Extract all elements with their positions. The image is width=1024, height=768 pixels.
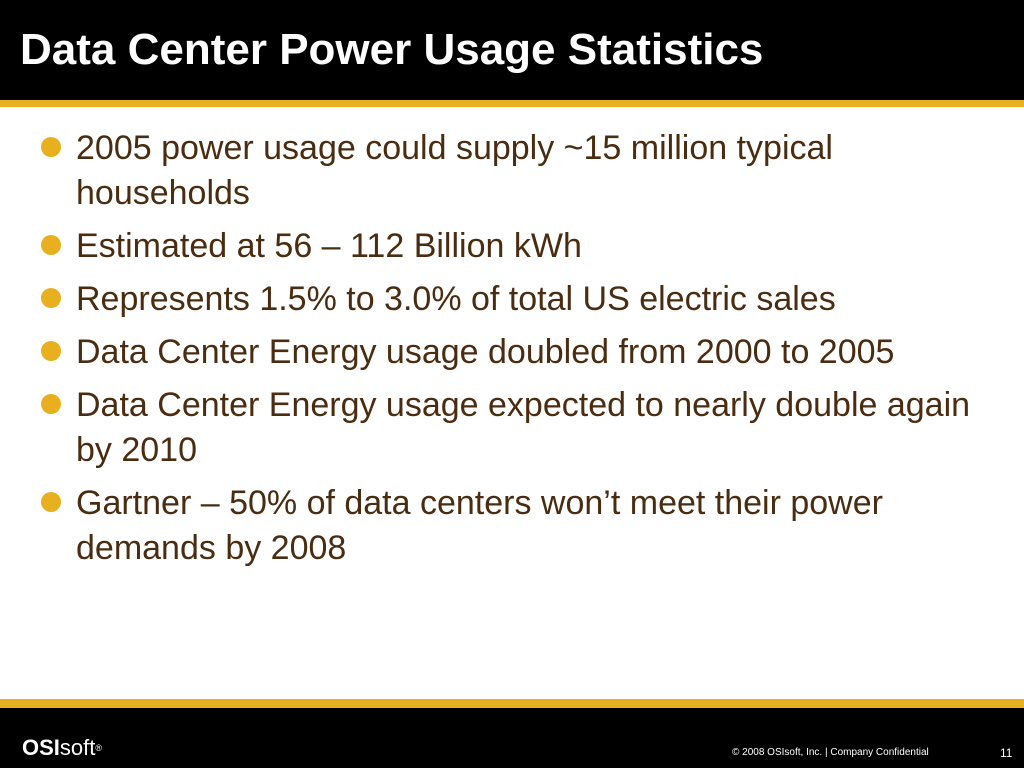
- bullet-text: 2005 power usage could supply ~15 millio…: [76, 129, 833, 212]
- bullet-list: 2005 power usage could supply ~15 millio…: [36, 126, 986, 579]
- bullet-dot-icon: [41, 341, 61, 361]
- bullet-dot-icon: [41, 492, 61, 512]
- bullet-text: Represents 1.5% to 3.0% of total US elec…: [76, 280, 836, 318]
- title-bar: [0, 0, 1024, 100]
- bullet-dot-icon: [41, 394, 61, 414]
- logo-bold-text: OSI: [22, 735, 60, 760]
- bullet-text: Data Center Energy usage doubled from 20…: [76, 333, 895, 371]
- bullet-item: Represents 1.5% to 3.0% of total US elec…: [36, 277, 986, 322]
- bullet-item: Data Center Energy usage doubled from 20…: [36, 330, 986, 375]
- bullet-item: Gartner – 50% of data centers won’t meet…: [36, 481, 986, 571]
- bullet-item: Data Center Energy usage expected to nea…: [36, 383, 986, 473]
- footer-bar: [0, 708, 1024, 768]
- bullet-text: Data Center Energy usage expected to nea…: [76, 386, 971, 469]
- logo-registered-mark: ®: [95, 743, 103, 753]
- logo-light-text: soft: [59, 735, 96, 760]
- footer-accent-rule: [0, 699, 1024, 708]
- bullet-dot-icon: [41, 288, 61, 308]
- bullet-item: Estimated at 56 – 112 Billion kWh: [36, 224, 986, 269]
- bullet-item: 2005 power usage could supply ~15 millio…: [36, 126, 986, 216]
- bullet-dot-icon: [41, 137, 61, 157]
- bullet-text: Gartner – 50% of data centers won’t meet…: [76, 484, 883, 567]
- footer-copyright: © 2008 OSIsoft, Inc. | Company Confident…: [732, 747, 929, 758]
- slide-title: Data Center Power Usage Statistics: [20, 25, 764, 74]
- page-number: 11: [1000, 746, 1013, 760]
- title-accent-rule: [0, 100, 1024, 107]
- osisoft-logo: OSIsoft®: [22, 735, 102, 761]
- bullet-text: Estimated at 56 – 112 Billion kWh: [76, 227, 582, 265]
- bullet-dot-icon: [41, 235, 61, 255]
